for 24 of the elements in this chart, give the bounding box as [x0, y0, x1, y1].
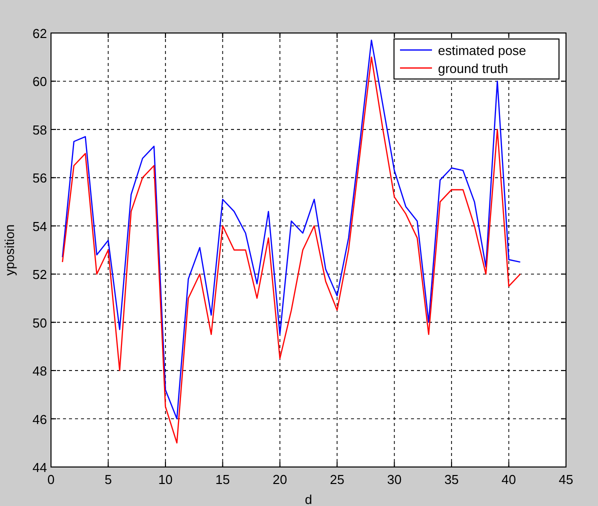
x-tick-label: 0 — [47, 472, 55, 487]
y-tick-label: 52 — [32, 267, 47, 282]
y-tick-label: 54 — [32, 218, 47, 234]
x-tick-label: 25 — [330, 472, 344, 487]
y-tick-label: 50 — [32, 315, 47, 330]
x-tick-label: 40 — [502, 472, 516, 487]
y-tick-label: 58 — [32, 122, 47, 138]
y-axis-title: yposition — [2, 224, 17, 276]
y-tick-label: 48 — [32, 364, 47, 379]
y-tick-label: 60 — [32, 74, 47, 90]
y-tick-label: 62 — [32, 26, 47, 41]
y-tick-label: 44 — [32, 460, 47, 475]
x-tick-label: 15 — [215, 472, 230, 487]
x-tick-label: 5 — [104, 472, 112, 487]
legend-label: estimated pose — [438, 43, 526, 58]
x-axis-title: d — [304, 492, 312, 506]
x-tick-label: 20 — [272, 472, 288, 487]
legend-label: ground truth — [438, 61, 508, 76]
y-tick-label: 56 — [32, 170, 47, 186]
x-tick-label: 35 — [444, 472, 459, 487]
y-tick-label: 46 — [32, 412, 47, 427]
x-tick-label: 45 — [558, 472, 574, 487]
x-tick-label: 30 — [387, 472, 402, 487]
x-tick-label: 10 — [158, 472, 173, 487]
